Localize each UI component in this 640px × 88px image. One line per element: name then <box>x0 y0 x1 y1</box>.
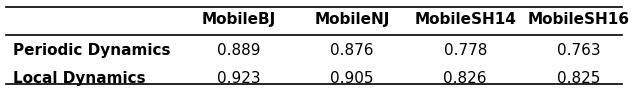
Text: MobileNJ: MobileNJ <box>314 12 390 27</box>
Text: 0.825: 0.825 <box>557 71 600 86</box>
Text: 0.923: 0.923 <box>217 71 260 86</box>
Text: 0.778: 0.778 <box>444 43 487 58</box>
Text: Periodic Dynamics: Periodic Dynamics <box>13 43 170 58</box>
Text: 0.876: 0.876 <box>330 43 374 58</box>
Text: 0.763: 0.763 <box>557 43 600 58</box>
Text: MobileBJ: MobileBJ <box>202 12 276 27</box>
Text: 0.905: 0.905 <box>330 71 374 86</box>
Text: MobileSH14: MobileSH14 <box>414 12 516 27</box>
Text: Local Dynamics: Local Dynamics <box>13 71 145 86</box>
Text: 0.889: 0.889 <box>217 43 260 58</box>
Text: MobileSH16: MobileSH16 <box>527 12 629 27</box>
Text: 0.826: 0.826 <box>444 71 487 86</box>
